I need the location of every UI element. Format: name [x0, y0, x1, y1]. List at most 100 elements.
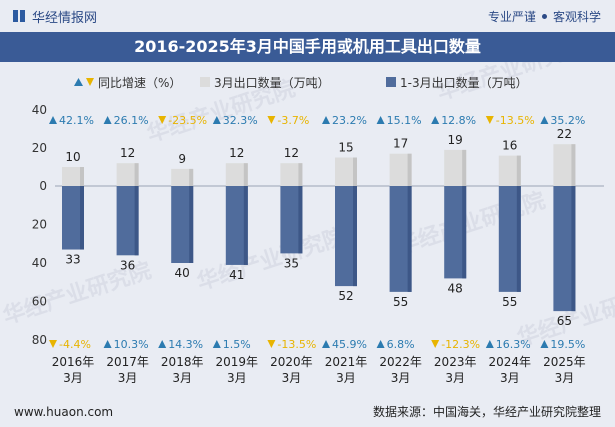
bar-ytd	[62, 186, 84, 250]
bar-month-value: 16	[502, 139, 517, 153]
bar-month-value: 15	[338, 141, 353, 155]
growth-month: 12.8%	[431, 114, 476, 127]
growth-ytd-text: 10.3%	[114, 338, 149, 351]
up-arrow-icon	[49, 116, 57, 124]
footer-site: www.huaon.com	[14, 404, 114, 419]
growth-ytd: 14.3%	[158, 338, 203, 351]
growth-ytd: 1.5%	[212, 338, 251, 351]
y-tick-label: 40	[32, 256, 47, 270]
growth-ytd: 45.9%	[322, 338, 367, 351]
growth-month-text: 26.1%	[114, 114, 149, 127]
growth-ytd-text: 19.5%	[550, 338, 585, 351]
bar-month-shade	[571, 144, 576, 186]
up-arrow-icon	[322, 116, 330, 124]
growth-ytd: -13.5%	[267, 338, 316, 351]
bar-month	[335, 157, 357, 186]
bar-month-shade	[516, 155, 521, 186]
up-arrow-icon	[485, 340, 494, 348]
bar-month-value: 12	[229, 146, 244, 160]
bar-month	[62, 167, 84, 186]
bar-month-shade	[353, 157, 357, 186]
growth-ytd-text: -12.3%	[441, 338, 480, 351]
footer: www.huaon.com 数据来源：中国海关，华经产业研究院整理	[0, 396, 615, 427]
growth-month-text: -13.5%	[496, 114, 535, 127]
bar-ytd	[225, 186, 248, 265]
bar-ytd	[280, 186, 303, 254]
growth-month-text: 32.3%	[223, 114, 258, 127]
growth-month: 35.2%	[540, 114, 585, 127]
bar-month	[444, 149, 467, 186]
x-tick-label-month: 3月	[63, 371, 83, 385]
chart-title: 2016-2025年3月中国手用或机用工具出口数量	[0, 32, 615, 62]
bar-ytd	[553, 186, 576, 312]
bar-ytd-value: 33	[65, 253, 80, 267]
bar-month	[280, 163, 303, 186]
bar-month-shade	[462, 149, 467, 186]
bar-ytd	[171, 186, 194, 263]
bar-month-shade	[407, 153, 412, 186]
down-arrow-icon	[485, 116, 494, 124]
legend-down-icon	[86, 78, 94, 86]
y-tick-label: 20	[32, 218, 47, 232]
growth-ytd-text: 16.3%	[496, 338, 531, 351]
bar-month	[225, 163, 248, 186]
growth-ytd: 10.3%	[103, 338, 149, 351]
top-bar: 华经情报网 专业严谨 客观科学	[0, 0, 615, 32]
bar-month	[171, 168, 194, 186]
watermark-text: 华经产业研究院	[194, 223, 349, 295]
slogan-tag-2: 客观科学	[552, 9, 601, 24]
x-tick-label-month: 3月	[336, 371, 356, 385]
up-arrow-icon	[103, 116, 112, 124]
x-tick-label-year: 2020年	[270, 355, 313, 369]
growth-month-text: 35.2%	[550, 114, 585, 127]
x-tick-label-year: 2024年	[489, 355, 532, 369]
x-tick-label-month: 3月	[172, 371, 192, 385]
x-tick-label-year: 2019年	[216, 355, 259, 369]
bar-ytd-value: 55	[393, 295, 408, 309]
growth-month: 42.1%	[49, 114, 94, 127]
growth-month: 15.1%	[376, 114, 422, 127]
growth-month-text: 23.2%	[332, 114, 367, 127]
up-arrow-icon	[212, 340, 221, 348]
bar-ytd-value: 52	[338, 289, 353, 303]
bar-month-shade	[189, 168, 194, 186]
y-tick-label: 20	[32, 141, 47, 155]
bar-ytd-value: 36	[120, 258, 135, 272]
growth-month-text: 15.1%	[387, 114, 422, 127]
y-tick-label: 40	[32, 103, 47, 117]
y-tick-label: 80	[32, 333, 47, 347]
bar-month-shade	[243, 163, 248, 186]
bar-month-value: 17	[393, 137, 408, 151]
bar-ytd-shade	[80, 186, 84, 250]
bar-ytd	[389, 186, 412, 292]
bar-month-value: 9	[178, 152, 186, 166]
growth-month: -3.7%	[267, 114, 309, 127]
slogan-tag-1: 专业严谨	[487, 9, 536, 24]
bar-ytd-shade	[353, 186, 357, 287]
growth-month-text: 42.1%	[59, 114, 94, 127]
down-arrow-icon	[267, 340, 276, 348]
growth-month: 26.1%	[103, 114, 149, 127]
legend-ytd-label: 1-3月出口数量（万吨）	[400, 75, 528, 90]
growth-ytd: 16.3%	[485, 338, 531, 351]
bar-ytd-value: 55	[502, 295, 517, 309]
bar-ytd	[444, 186, 467, 279]
up-arrow-icon	[212, 116, 221, 124]
y-tick-label: 60	[32, 295, 47, 309]
up-arrow-icon	[540, 116, 549, 124]
bar-ytd-shade	[243, 186, 248, 265]
growth-ytd-text: 45.9%	[332, 338, 367, 351]
bar-month-shade	[298, 163, 303, 186]
growth-ytd-text: 6.8%	[387, 338, 415, 351]
bar-ytd-shade	[516, 186, 521, 292]
bar-ytd-shade	[571, 186, 576, 312]
legend-month-swatch	[200, 77, 210, 87]
legend-up-icon	[74, 78, 83, 86]
up-arrow-icon	[540, 340, 549, 348]
x-tick-label-year: 2016年	[52, 355, 95, 369]
bar-month-shade	[80, 167, 84, 186]
bar-ytd	[335, 186, 357, 287]
x-tick-label-year: 2021年	[325, 355, 368, 369]
footer-source: 数据来源：中国海关，华经产业研究院整理	[372, 405, 601, 419]
growth-month: -13.5%	[485, 114, 535, 127]
